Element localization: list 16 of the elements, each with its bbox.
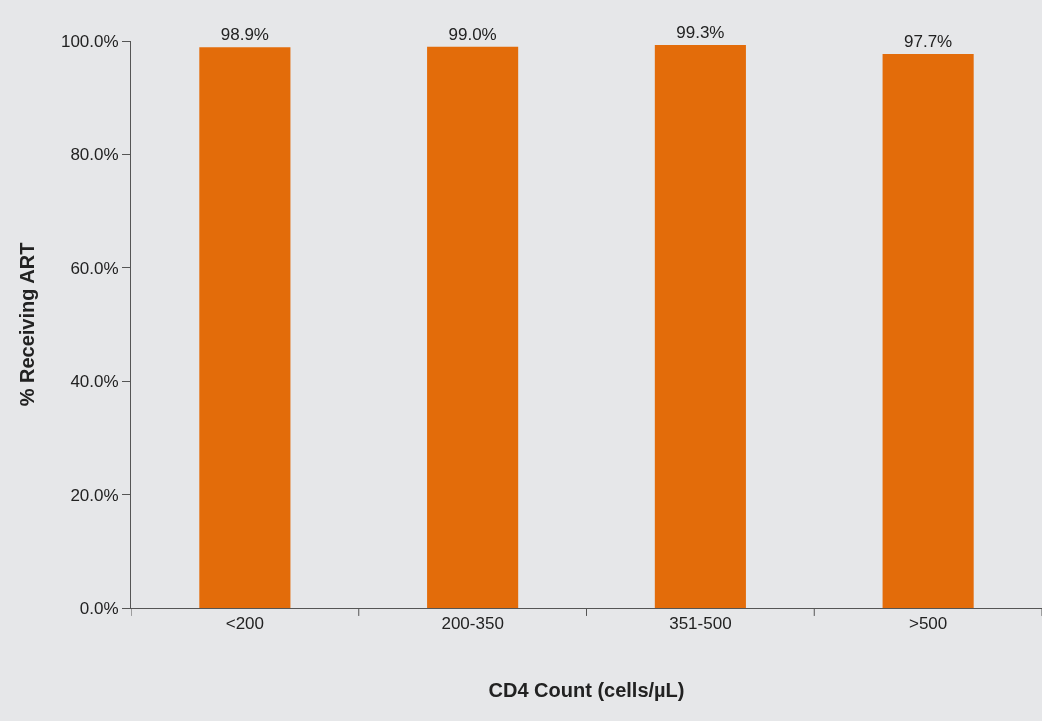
y-tick-label: 40.0% <box>70 372 119 392</box>
x-axis-title: CD4 Count (cells/µL) <box>488 678 685 701</box>
data-label: 99.3% <box>676 22 725 42</box>
y-tick-label: 0.0% <box>79 598 119 618</box>
y-tick-label: 100.0% <box>60 31 119 51</box>
x-tick-label: >500 <box>908 614 948 634</box>
data-label: 98.9% <box>220 25 269 45</box>
x-tick-label: 200-350 <box>441 614 504 634</box>
x-tick-label: <200 <box>225 614 265 634</box>
y-tick-label: 80.0% <box>70 145 119 165</box>
y-tick-label: 20.0% <box>70 485 119 505</box>
data-label: 99.0% <box>448 24 497 44</box>
data-label: 97.7% <box>904 32 953 52</box>
x-tick-label: 351-500 <box>669 614 732 634</box>
y-axis-title: % Receiving ART <box>16 242 39 407</box>
y-tick-label: 60.0% <box>70 258 119 278</box>
